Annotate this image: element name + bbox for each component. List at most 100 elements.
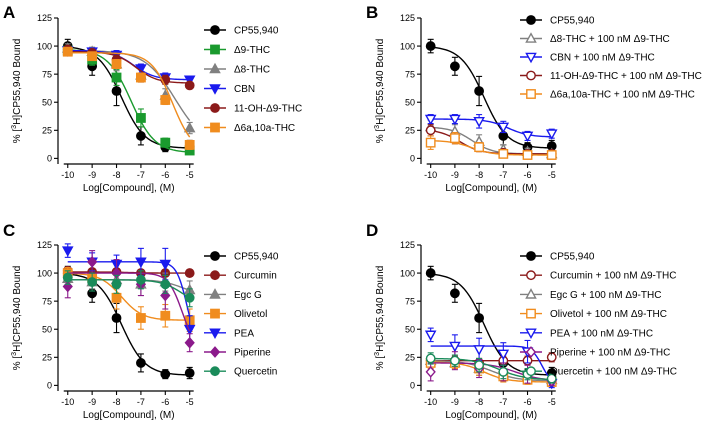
y-tick-label: 75 (405, 69, 415, 79)
legend-item: Quercetin + 100 nM Δ9-THC (520, 366, 677, 378)
series-2 (61, 42, 196, 135)
legend-label: 11-OH-Δ9-THC (234, 104, 302, 115)
legend-item: Δ6a,10a-THC + 100 nM Δ9-THC (520, 89, 695, 101)
data-point (111, 59, 122, 69)
y-tick-label: 50 (405, 324, 415, 334)
x-axis-title: Log[Compound], (M) (445, 410, 537, 421)
data-point (474, 360, 485, 371)
y-tick-label: 125 (400, 240, 415, 250)
data-point (111, 72, 122, 83)
x-tick-label: -7 (137, 397, 145, 407)
x-tick-label: -7 (137, 170, 145, 180)
data-point (497, 122, 510, 134)
series-5 (62, 46, 195, 150)
fit-curve (67, 51, 190, 84)
data-point (61, 246, 74, 257)
fit-curve (430, 126, 552, 155)
legend-item: CP55,940 (204, 251, 279, 263)
y-axis-title: % [3H]CP55,940 Bound (374, 39, 386, 144)
data-point (136, 313, 146, 323)
data-point (87, 277, 98, 287)
panel-a: A 0 25 50 75 100 125 -10 -9 -8 -7 -6 -5 Log[Compound]… (3, 3, 302, 194)
legend-marker (209, 84, 221, 95)
data-point (160, 279, 171, 290)
x-tick-label: -8 (475, 170, 483, 180)
legend-item: Piperine + 100 nM Δ9-THC (520, 346, 670, 359)
y-tick-label: 0 (410, 154, 415, 164)
data-point (498, 367, 509, 377)
legend-item: CP55,940 (520, 15, 595, 27)
x-tick-label: -9 (88, 170, 96, 180)
data-point (425, 41, 436, 51)
data-point (62, 46, 73, 57)
data-point (474, 86, 485, 96)
x-tick-label: -6 (161, 397, 169, 407)
legend-marker (526, 366, 536, 377)
data-point (160, 289, 171, 302)
fit-curve (67, 279, 191, 299)
y-tick-label: 75 (42, 69, 52, 79)
data-point (424, 330, 437, 342)
panel-b: B 0 25 50 75 100 125 -10 -9 -8 -7 -6 -5 Log[Compound]… (366, 3, 702, 194)
y-tick-label: 0 (47, 381, 52, 391)
legend-label: CBN (234, 84, 255, 95)
x-axis-title: Log[Compound], (M) (445, 183, 537, 194)
legend-item: CBN + 100 nM Δ9-THC (520, 53, 655, 64)
legend-marker (209, 288, 221, 299)
legend-marker (525, 328, 537, 340)
data-point (449, 341, 461, 353)
series-6 (62, 270, 195, 308)
panel-letter: A (3, 3, 15, 22)
data-point (87, 255, 98, 268)
y-tick-label: 125 (37, 13, 52, 23)
data-point (449, 355, 460, 366)
legend-item: 11-OH-Δ9-THC (204, 103, 302, 115)
legend-marker (210, 366, 220, 377)
legend-marker (525, 288, 537, 299)
legend-label: CP55,940 (550, 252, 595, 263)
legend-item: Δ6a,10a-THC (204, 122, 295, 134)
legend-item: Δ8-THC + 100 nM Δ9-THC (520, 32, 670, 45)
legend-label: Piperine (234, 348, 271, 359)
legend-item: PEA (204, 328, 254, 339)
data-point (498, 148, 509, 159)
legend-item: Olivetol (204, 308, 267, 320)
data-point (449, 288, 460, 299)
data-point (160, 137, 171, 148)
x-tick-label: -5 (186, 170, 194, 180)
data-point (546, 150, 557, 160)
legend-item: CBN (204, 84, 255, 95)
legend-item: Olivetol + 100 nM Δ9-THC (520, 308, 667, 320)
panel-letter: D (366, 221, 378, 240)
data-point (425, 268, 436, 278)
legend-label: Egc G (234, 290, 262, 301)
x-tick-label: -8 (113, 397, 121, 407)
series-0 (62, 265, 195, 380)
y-tick-label: 25 (405, 126, 415, 136)
data-point (473, 117, 485, 128)
x-tick-label: -8 (113, 170, 121, 180)
legend-item: CP55,940 (520, 251, 595, 263)
legend-marker (210, 270, 220, 281)
x-tick-label: -6 (524, 397, 532, 407)
data-point (497, 349, 510, 361)
data-point (425, 353, 436, 364)
data-point (522, 150, 533, 160)
x-tick-label: -9 (451, 397, 459, 407)
legend-marker (526, 308, 536, 319)
fit-curve (67, 272, 191, 332)
x-tick-label: -10 (424, 397, 437, 407)
data-point (159, 259, 172, 271)
legend-marker (525, 52, 537, 64)
fit-curve (430, 273, 552, 376)
legend-marker (526, 15, 536, 25)
legend-marker (526, 70, 536, 81)
data-point (111, 279, 122, 290)
data-point (111, 86, 122, 96)
x-tick-label: -9 (88, 397, 96, 407)
legend-item: Δ9-THC (204, 44, 270, 56)
x-tick-label: -10 (61, 170, 74, 180)
panel-letter: B (366, 3, 378, 22)
legend-label: Δ9-THC (234, 45, 270, 56)
fit-curve (67, 279, 190, 291)
